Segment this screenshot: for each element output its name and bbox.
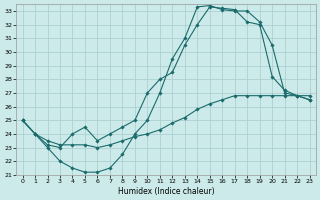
X-axis label: Humidex (Indice chaleur): Humidex (Indice chaleur) xyxy=(118,187,214,196)
